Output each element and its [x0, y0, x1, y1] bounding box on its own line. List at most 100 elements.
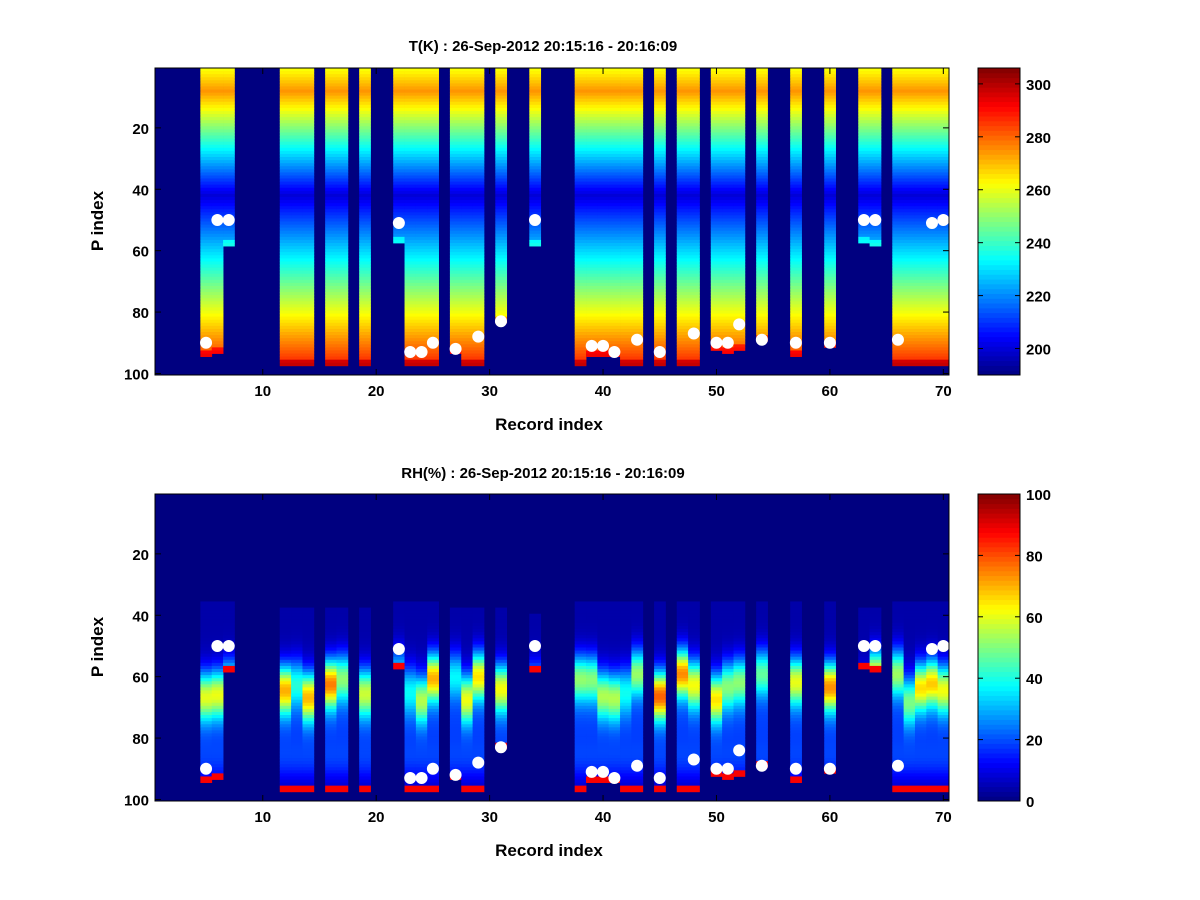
- heatmap-cell: [914, 279, 927, 284]
- heatmap-cell: [325, 166, 337, 170]
- heatmap-cell: [302, 672, 315, 676]
- heatmap-cell: [393, 132, 405, 136]
- heatmap-cell: [302, 301, 315, 305]
- heatmap-cell: [472, 301, 485, 305]
- heatmap-cell: [472, 773, 485, 777]
- heatmap-cell: [722, 347, 734, 351]
- heatmap-cell: [495, 638, 508, 642]
- heatmap-cell: [892, 310, 905, 314]
- heatmap-cell: [824, 203, 836, 207]
- heatmap-cell: [200, 745, 213, 750]
- heatmap-cell: [291, 68, 303, 72]
- heatmap-cell: [359, 270, 371, 275]
- heatmap-cell: [461, 175, 473, 179]
- heatmap-cell: [472, 203, 485, 207]
- heatmap-cell: [574, 601, 587, 605]
- heatmap-cell: [291, 325, 303, 330]
- heatmap-cell: [529, 619, 542, 624]
- heatmap-cell: [449, 295, 462, 299]
- heatmap-cell: [926, 110, 939, 115]
- heatmap-cell: [461, 196, 473, 201]
- heatmap-cell: [404, 196, 417, 201]
- heatmap-cell: [404, 610, 417, 615]
- heatmap-cell: [325, 362, 337, 367]
- heatmap-cell: [495, 659, 508, 664]
- heatmap-cell: [597, 632, 610, 636]
- heatmap-cell: [279, 779, 292, 783]
- heatmap-cell: [654, 249, 666, 253]
- heatmap-cell: [710, 209, 723, 213]
- heatmap-cell: [291, 764, 303, 768]
- heatmap-cell: [336, 89, 349, 93]
- heatmap-cell: [472, 289, 485, 293]
- heatmap-cell: [654, 77, 666, 81]
- heatmap-cell: [574, 745, 587, 750]
- heatmap-cell: [359, 773, 371, 777]
- heatmap-cell: [325, 92, 337, 97]
- heatmap-cell: [449, 307, 462, 311]
- heatmap-cell: [756, 147, 768, 152]
- heatmap-cell: [756, 190, 768, 195]
- heatmap-cell: [654, 147, 666, 152]
- heatmap-cell: [892, 316, 905, 321]
- heatmap-cell: [620, 338, 632, 342]
- heatmap-cell: [449, 150, 462, 155]
- heatmap-cell: [892, 279, 905, 284]
- heatmap-cell: [200, 350, 213, 354]
- heatmap-cell: [211, 80, 224, 84]
- heatmap-cell: [449, 209, 462, 213]
- heatmap-cell: [903, 209, 916, 213]
- heatmap-cell: [415, 92, 428, 97]
- heatmap-cell: [608, 619, 621, 624]
- heatmap-cell: [279, 196, 292, 201]
- heatmap-cell: [869, 172, 882, 176]
- heatmap-cell: [710, 80, 723, 84]
- heatmap-cell: [937, 335, 950, 339]
- heatmap-cell: [325, 110, 337, 115]
- heatmap-cell: [404, 163, 417, 167]
- heatmap-cell: [359, 196, 371, 201]
- heatmap-cell: [415, 718, 428, 722]
- heatmap-cell: [291, 282, 303, 287]
- heatmap-cell: [608, 681, 621, 685]
- heatmap-cell: [404, 261, 417, 265]
- heatmap-cell: [620, 325, 632, 330]
- heatmap-cell: [415, 261, 428, 265]
- heatmap-cell: [597, 626, 610, 630]
- heatmap-cell: [756, 325, 768, 330]
- heatmap-cell: [495, 193, 508, 198]
- heatmap-cell: [200, 71, 213, 75]
- heatmap-cell: [415, 150, 428, 155]
- heatmap-cell: [608, 178, 621, 182]
- heatmap-cell: [472, 610, 485, 615]
- heatmap-cell: [676, 292, 689, 296]
- heatmap-cell: [449, 117, 462, 121]
- heatmap-cell: [291, 656, 303, 661]
- heatmap-cell: [790, 209, 802, 213]
- heatmap-cell: [415, 89, 428, 93]
- heatmap-cell: [892, 258, 905, 262]
- heatmap-cell: [495, 733, 508, 737]
- heatmap-cell: [393, 233, 405, 238]
- heatmap-cell: [279, 292, 292, 296]
- surface-marker: [857, 213, 870, 226]
- heatmap-cell: [529, 89, 542, 93]
- heatmap-cell: [597, 110, 610, 115]
- heatmap-cell: [688, 107, 700, 112]
- heatmap-cell: [858, 117, 870, 121]
- heatmap-cell: [291, 773, 303, 777]
- heatmap-cell: [710, 230, 723, 235]
- heatmap-cell: [574, 764, 587, 768]
- heatmap-cell: [336, 187, 349, 192]
- heatmap-cell: [620, 276, 632, 281]
- surface-marker: [733, 318, 746, 331]
- heatmap-cell: [427, 718, 439, 722]
- heatmap-cell: [325, 644, 337, 648]
- heatmap-cell: [733, 304, 746, 308]
- heatmap-cell: [325, 629, 337, 633]
- heatmap-cell: [620, 264, 632, 268]
- heatmap-cell: [415, 80, 428, 84]
- heatmap-cell: [336, 295, 349, 299]
- heatmap-cell: [937, 181, 950, 186]
- heatmap-cell: [279, 332, 292, 336]
